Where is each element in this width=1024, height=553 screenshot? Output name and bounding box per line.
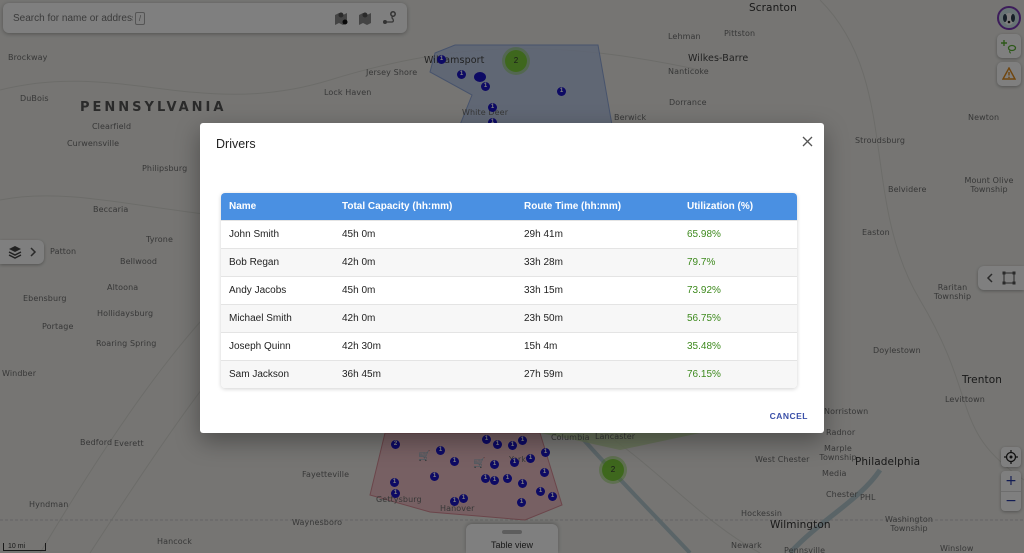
table-header-row: Name Total Capacity (hh:mm) Route Time (…: [221, 193, 797, 220]
driver-capacity: 45h 0m: [334, 275, 516, 304]
column-header-capacity[interactable]: Total Capacity (hh:mm): [334, 193, 516, 220]
driver-utilization: 35.48%: [679, 331, 797, 360]
driver-capacity: 42h 30m: [334, 331, 516, 360]
column-header-name[interactable]: Name: [221, 193, 334, 220]
dialog-title: Drivers: [216, 137, 256, 151]
driver-route-time: 33h 28m: [516, 247, 679, 276]
driver-route-time: 23h 50m: [516, 303, 679, 332]
driver-utilization: 73.92%: [679, 275, 797, 304]
driver-name: Michael Smith: [221, 303, 334, 332]
table-row[interactable]: Andy Jacobs 45h 0m 33h 15m 73.92%: [221, 275, 797, 304]
driver-utilization: 56.75%: [679, 303, 797, 332]
column-header-route-time[interactable]: Route Time (hh:mm): [516, 193, 679, 220]
close-button[interactable]: [799, 133, 815, 149]
driver-utilization: 79.7%: [679, 247, 797, 276]
driver-name: Joseph Quinn: [221, 331, 334, 360]
driver-capacity: 36h 45m: [334, 359, 516, 388]
driver-name: John Smith: [221, 219, 334, 248]
driver-name: Bob Regan: [221, 247, 334, 276]
drivers-dialog: Drivers Name Total Capacity (hh:mm) Rout…: [200, 123, 824, 433]
close-icon: [802, 136, 812, 146]
table-row[interactable]: Sam Jackson 36h 45m 27h 59m 76.15%: [221, 359, 797, 388]
table-row[interactable]: Bob Regan 42h 0m 33h 28m 79.7%: [221, 247, 797, 276]
driver-route-time: 27h 59m: [516, 359, 679, 388]
driver-capacity: 42h 0m: [334, 303, 516, 332]
table-row[interactable]: Michael Smith 42h 0m 23h 50m 56.75%: [221, 303, 797, 332]
table-row[interactable]: Joseph Quinn 42h 30m 15h 4m 35.48%: [221, 331, 797, 360]
driver-capacity: 42h 0m: [334, 247, 516, 276]
driver-name: Sam Jackson: [221, 359, 334, 388]
driver-capacity: 45h 0m: [334, 219, 516, 248]
driver-utilization: 76.15%: [679, 359, 797, 388]
table-row[interactable]: John Smith 45h 0m 29h 41m 65.98%: [221, 219, 797, 248]
column-header-utilization[interactable]: Utilization (%): [679, 193, 797, 220]
driver-route-time: 29h 41m: [516, 219, 679, 248]
cancel-button[interactable]: CANCEL: [769, 411, 808, 421]
drivers-table: Name Total Capacity (hh:mm) Route Time (…: [221, 193, 797, 388]
driver-route-time: 15h 4m: [516, 331, 679, 360]
driver-name: Andy Jacobs: [221, 275, 334, 304]
driver-route-time: 33h 15m: [516, 275, 679, 304]
driver-utilization: 65.98%: [679, 219, 797, 248]
